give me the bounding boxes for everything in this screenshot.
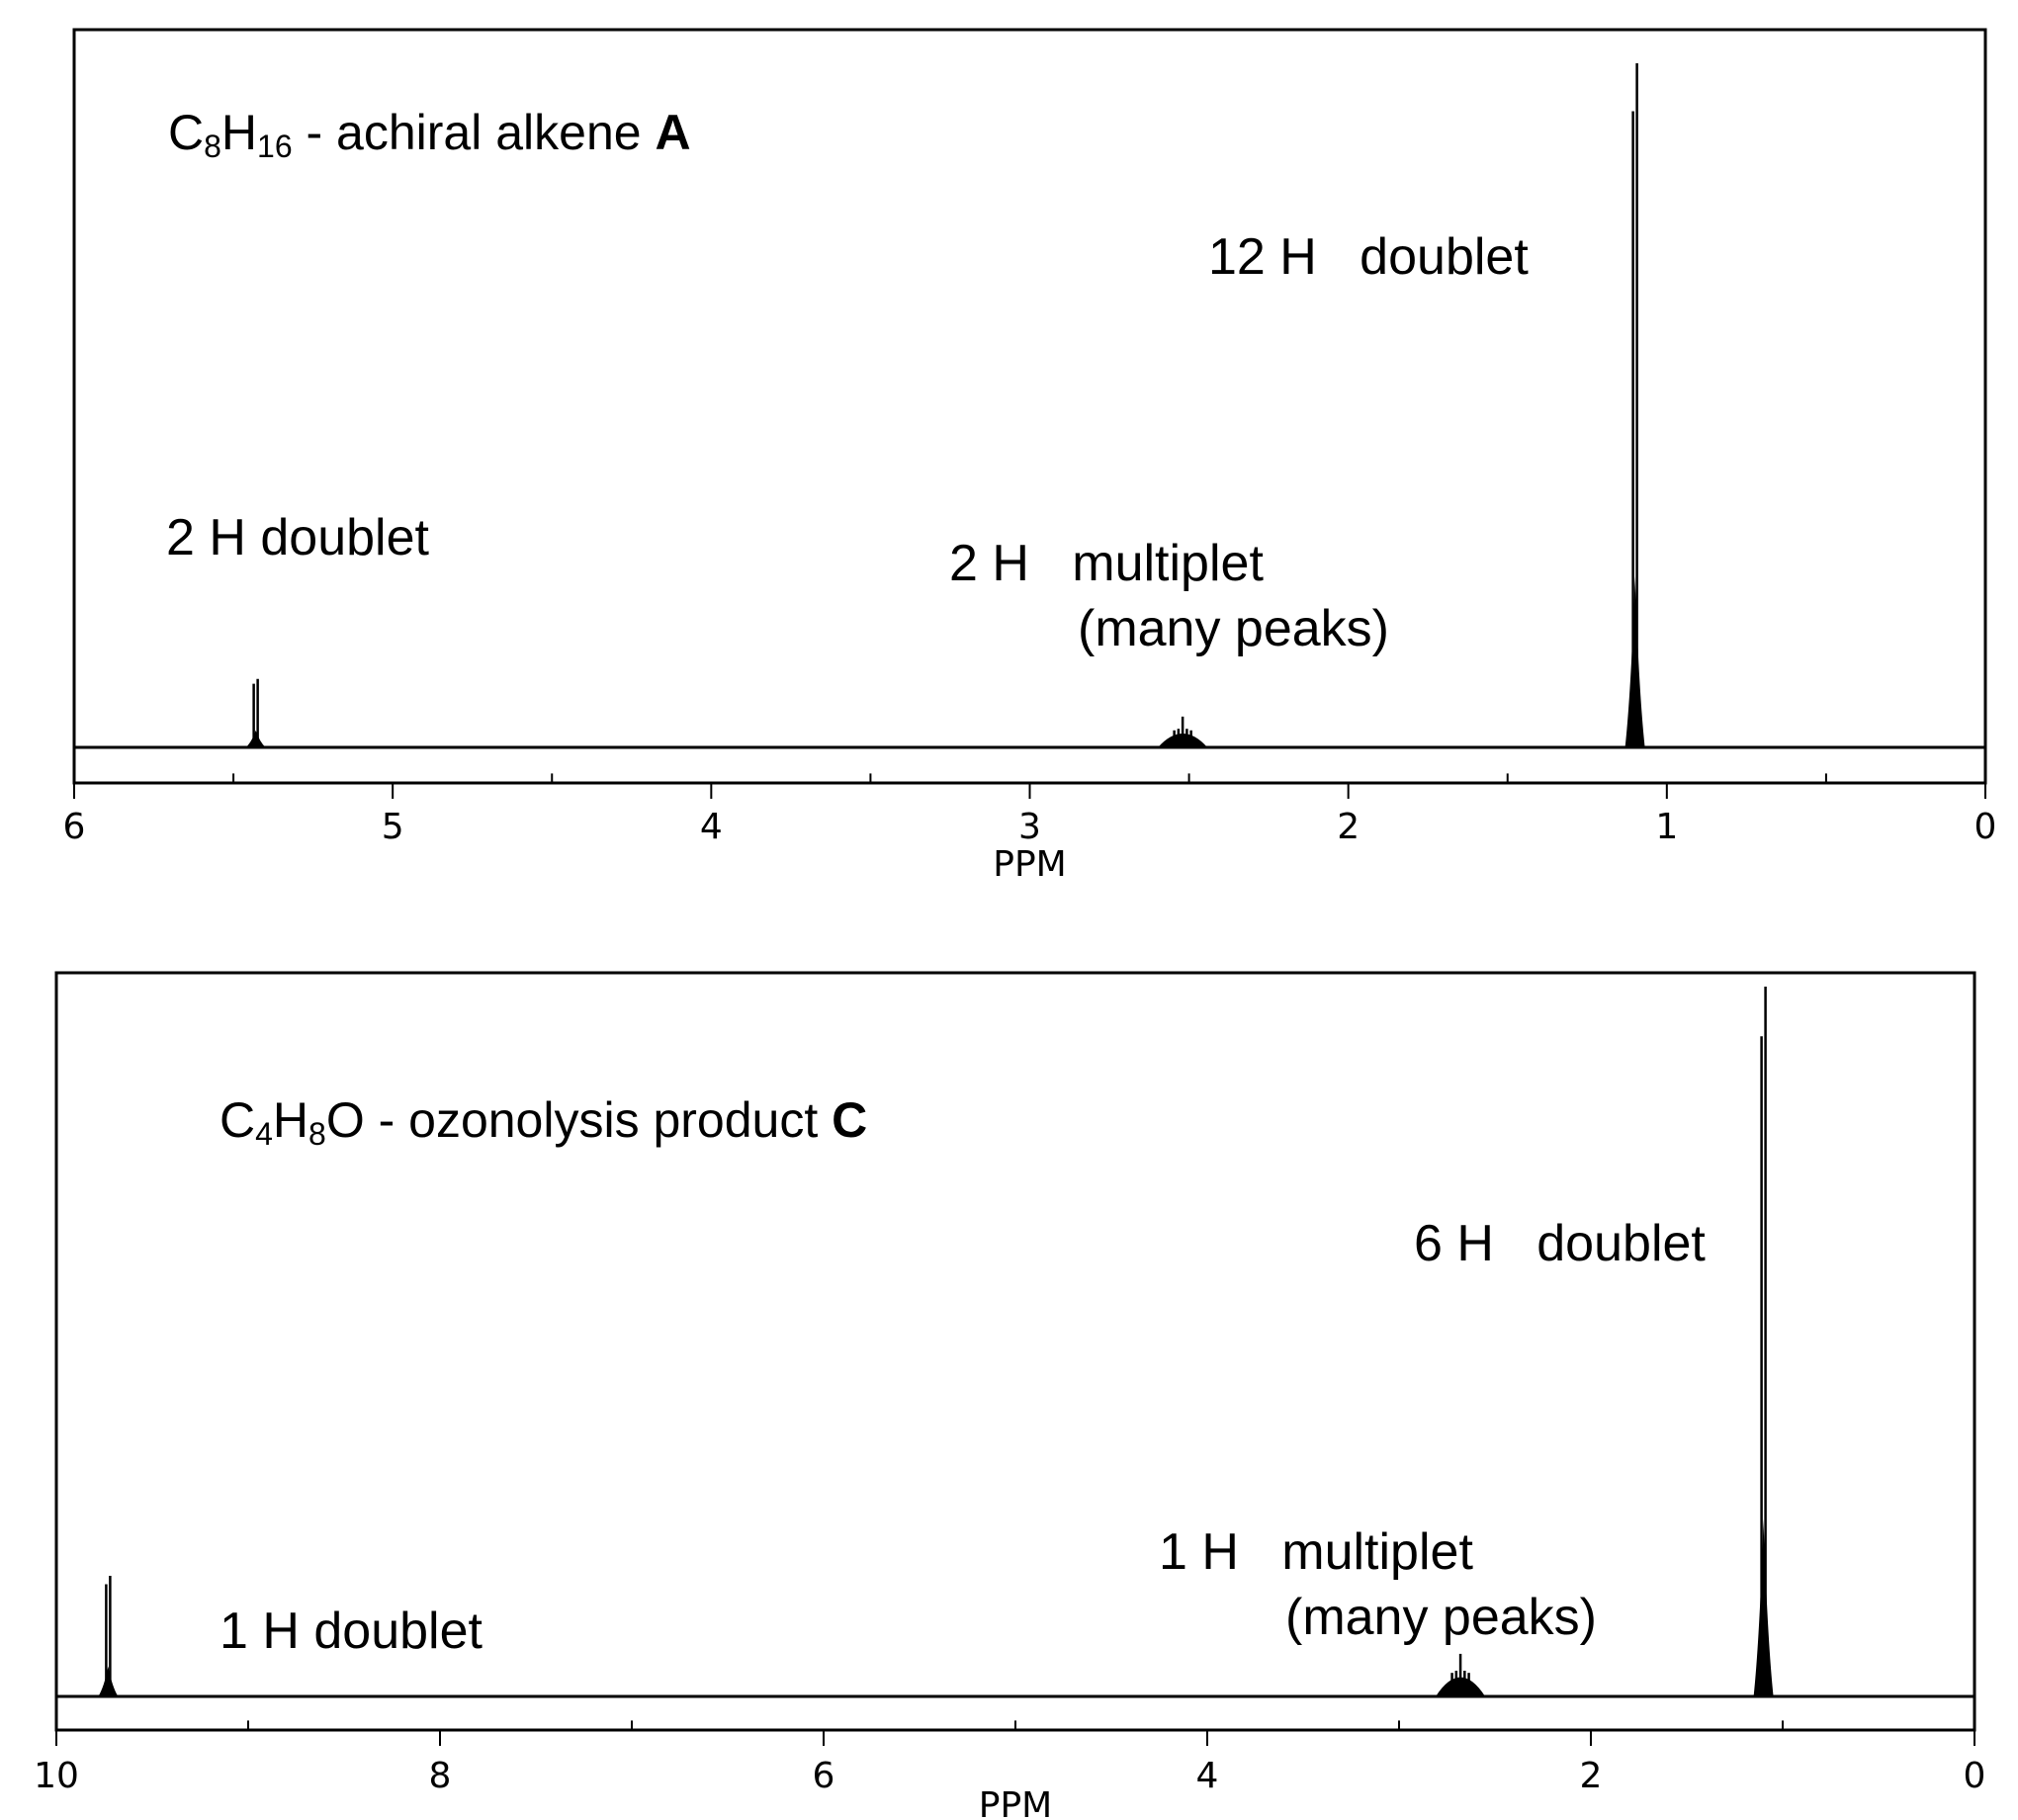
peak-base [245,730,266,747]
peak-base [1753,1518,1774,1696]
peak-envelope [1158,733,1208,747]
spectrum-peak [1753,987,1774,1696]
x-tick-label: 1 [1655,807,1678,847]
annotation-peak-a2-detail: (many peaks) [1078,600,1389,657]
annotation-peak-c2: 1 H multiplet [1159,1523,1473,1581]
chart-title-a: C8H16 - achiral alkene A [168,105,691,164]
x-axis-label: PPM [979,1785,1052,1820]
nmr-spectrum-c: 10 8 6 4 2 0 PPM C4H8O - ozonolysis product C … [0,929,2018,1820]
x-tick-label: 6 [63,807,86,847]
x-axis-label: PPM [993,844,1066,885]
x-tick-label: 2 [1580,1756,1603,1796]
annotation-peak-a1: 2 H doublet [166,509,429,566]
x-tick-label: 4 [700,807,723,847]
nmr-spectrum-a: 6 5 4 3 2 1 0 PPM C8H16 - achiral alkene A 2 H … [63,28,1997,885]
peak-base [98,1666,119,1696]
spectrum-peak [1158,716,1208,747]
peak-base [1624,576,1645,747]
annotation-peak-a3: 12 H doublet [1208,228,1529,286]
annotation-peak-c3: 6 H doublet [1414,1215,1706,1272]
x-tick-label: 5 [382,807,404,847]
spectrum-peak [98,1575,119,1696]
spectrum-peak [1624,63,1645,747]
x-tick-label: 0 [1974,807,1997,847]
x-tick-label: 10 [34,1756,79,1796]
x-tick-label: 8 [429,1756,452,1796]
peak-envelope [1436,1677,1486,1696]
spectrum-peak [1436,1653,1486,1696]
x-tick-label: 2 [1337,807,1360,847]
spectrum-c-plot: 10 8 6 4 2 0 PPM [34,971,1986,1820]
x-tick-label: 0 [1964,1756,1986,1796]
annotation-peak-c2-detail: (many peaks) [1285,1589,1597,1646]
x-tick-label: 4 [1196,1756,1219,1796]
chart-title-c: C4H8O - ozonolysis product C [219,1092,868,1152]
x-tick-label: 3 [1018,807,1041,847]
annotation-peak-a2: 2 H multiplet [949,535,1264,592]
spectrum-peak [245,678,266,747]
annotation-peak-c1: 1 H doublet [219,1603,483,1660]
spectrum-a-plot: 6 5 4 3 2 1 0 PPM [63,28,1997,885]
x-tick-label: 6 [813,1756,835,1796]
